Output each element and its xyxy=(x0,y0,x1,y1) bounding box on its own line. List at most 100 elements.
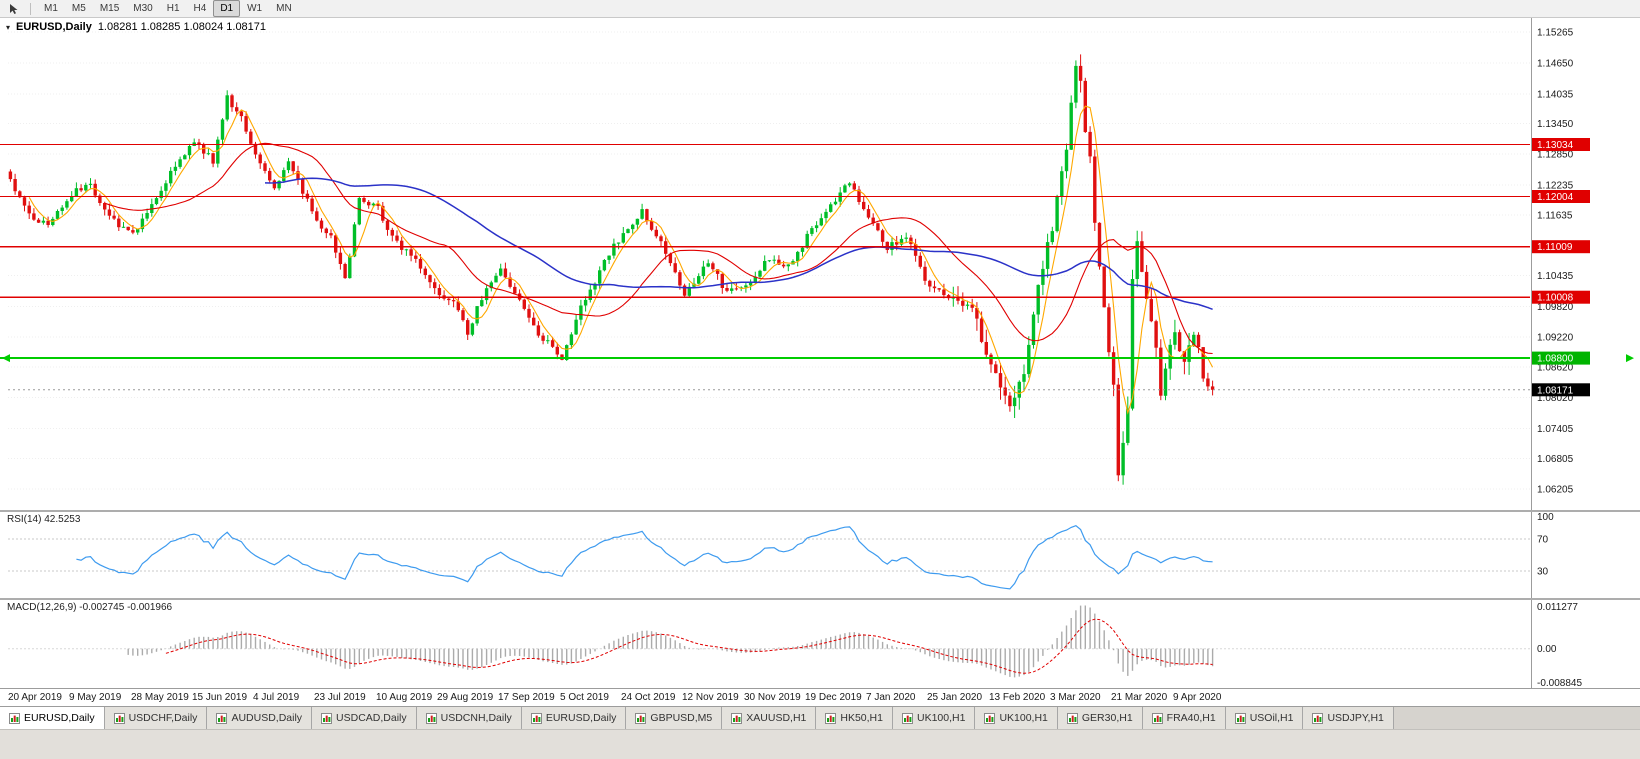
date-label-3: 15 Jun 2019 xyxy=(192,692,248,703)
chart-tab-9-uk100-h1[interactable]: UK100,H1 xyxy=(892,707,976,729)
one-click-trading-toggle-icon[interactable]: ▾ xyxy=(6,22,11,32)
green-line-left-arrow-icon xyxy=(2,354,10,363)
price-tag-red-1.11009: 1.11009 xyxy=(1532,240,1590,254)
rsi-axis-labels: 100 70 30 xyxy=(1537,512,1554,578)
date-label-4: 4 Jul 2019 xyxy=(253,692,300,703)
svg-text:1.07405: 1.07405 xyxy=(1537,424,1574,435)
svg-text:1.14035: 1.14035 xyxy=(1537,90,1574,101)
chart-tab-5-eurusd-daily[interactable]: EURUSD,Daily xyxy=(521,707,627,729)
chart-tab-8-hk50-h1[interactable]: HK50,H1 xyxy=(816,707,893,729)
cursor-tool-icon[interactable] xyxy=(4,1,24,16)
date-label-8: 17 Sep 2019 xyxy=(498,692,555,703)
candlesticks xyxy=(8,54,1215,485)
date-label-6: 10 Aug 2019 xyxy=(376,692,433,703)
date-label-2: 28 May 2019 xyxy=(131,692,189,703)
chart-tab-label: GER30,H1 xyxy=(1081,712,1133,724)
date-label-15: 25 Jan 2020 xyxy=(927,692,983,703)
svg-text:1.09220: 1.09220 xyxy=(1537,332,1574,343)
price-axis-labels[interactable]: 1.15265 1.14650 1.14035 1.13450 1.12850 1.122… xyxy=(1537,28,1574,496)
svg-text:1.15265: 1.15265 xyxy=(1537,28,1574,39)
svg-text:1.13450: 1.13450 xyxy=(1537,119,1574,130)
chart-tab-label: GBPUSD,M5 xyxy=(650,712,713,724)
price-chart-canvas[interactable]: 1.15265 1.14650 1.14035 1.13450 1.12850 1.122… xyxy=(0,18,1640,510)
macd-canvas[interactable]: 0.011277 0.00 -0.008845 xyxy=(0,600,1640,688)
chart-tab-label: EURUSD,Daily xyxy=(545,712,617,724)
timeframe-button-m5[interactable]: M5 xyxy=(71,3,86,14)
date-label-12: 30 Nov 2019 xyxy=(744,692,801,703)
green-line-right-arrow-icon xyxy=(1626,354,1634,363)
chart-tab-label: AUDUSD,Daily xyxy=(231,712,303,724)
rsi-canvas[interactable]: 100 70 30 xyxy=(0,512,1640,598)
date-label-17: 3 Mar 2020 xyxy=(1050,692,1101,703)
chart-tab-1-usdchf-daily[interactable]: USDCHF,Daily xyxy=(104,707,208,729)
chart-tab-icon xyxy=(1234,712,1246,724)
chart-tab-0-eurusd-daily[interactable]: EURUSD,Daily xyxy=(0,707,105,729)
timeframe-button-m1[interactable]: M1 xyxy=(44,3,58,14)
timeframe-button-w1[interactable]: W1 xyxy=(247,3,263,14)
timeframe-buttons-group: M1 M5 M15 M30 H1 H4 D1 W1 MN xyxy=(37,0,299,17)
price-tag-red-1.13034: 1.13034 xyxy=(1532,138,1590,151)
chart-tab-label: USDCNH,Daily xyxy=(440,712,512,724)
macd-indicator-panel: 0.011277 0.00 -0.008845 MACD(12,26,9) -0.0… xyxy=(0,600,1640,688)
chart-tab-icon xyxy=(321,712,333,724)
chart-tab-icon xyxy=(1066,712,1078,724)
chart-tab-label: UK100,H1 xyxy=(916,712,966,724)
macd-histogram xyxy=(127,605,1214,678)
timeframe-button-h4[interactable]: H4 xyxy=(193,3,207,14)
chart-tab-icon xyxy=(9,712,20,724)
svg-text:1.12235: 1.12235 xyxy=(1537,180,1574,191)
svg-text:1.09820: 1.09820 xyxy=(1537,302,1574,313)
ma-slow-line xyxy=(264,177,1213,311)
panel-splitter-rsi[interactable] xyxy=(0,510,1640,512)
timeframe-button-d1[interactable]: D1 xyxy=(213,0,241,17)
chart-tab-6-gbpusd-m5[interactable]: GBPUSD,M5 xyxy=(626,707,723,729)
svg-text:1.13034: 1.13034 xyxy=(1537,140,1574,151)
rsi-line xyxy=(76,525,1213,590)
panel-splitter-macd[interactable] xyxy=(0,598,1640,600)
svg-text:0.00: 0.00 xyxy=(1537,644,1557,655)
timeframe-button-m15[interactable]: M15 xyxy=(99,3,120,14)
chart-tab-11-ger30-h1[interactable]: GER30,H1 xyxy=(1057,707,1143,729)
chart-tab-icon xyxy=(425,712,437,724)
chart-tab-label: USDCAD,Daily xyxy=(336,712,407,724)
price-tag-green-line: 1.08800 xyxy=(1532,351,1590,365)
cursor-arrow-icon xyxy=(10,3,18,14)
chart-tab-icon xyxy=(635,712,647,724)
chart-tab-7-xauusd-h1[interactable]: XAUUSD,H1 xyxy=(722,707,817,729)
chart-tab-4-usdcnh-daily[interactable]: USDCNH,Daily xyxy=(416,707,522,729)
svg-text:70: 70 xyxy=(1537,535,1549,546)
timeframe-button-h1[interactable]: H1 xyxy=(166,3,180,14)
svg-text:100: 100 xyxy=(1537,512,1554,523)
svg-text:0.011277: 0.011277 xyxy=(1537,602,1578,613)
macd-signal-line xyxy=(165,618,1213,674)
chart-tab-icon xyxy=(216,712,228,724)
date-label-13: 19 Dec 2019 xyxy=(805,692,862,703)
date-axis[interactable]: 20 Apr 2019 9 May 2019 28 May 2019 15 Jun 2… xyxy=(0,688,1640,706)
chart-tab-14-usdjpy-h1[interactable]: USDJPY,H1 xyxy=(1303,707,1394,729)
chart-tab-icon xyxy=(825,712,837,724)
svg-text:1.06205: 1.06205 xyxy=(1537,485,1574,496)
chart-tab-12-fra40-h1[interactable]: FRA40,H1 xyxy=(1142,707,1226,729)
status-bar xyxy=(0,729,1640,759)
rsi-level-lines xyxy=(8,538,1530,572)
chart-tab-3-usdcad-daily[interactable]: USDCAD,Daily xyxy=(312,707,417,729)
toolbar-separator xyxy=(30,2,31,15)
price-tag-current-bid: 1.08171 xyxy=(1532,383,1590,397)
timeframe-button-m30[interactable]: M30 xyxy=(133,3,153,14)
timeframe-toolbar: M1 M5 M15 M30 H1 H4 D1 W1 MN xyxy=(0,0,1640,18)
svg-text:1.10008: 1.10008 xyxy=(1537,293,1574,304)
rsi-indicator-panel: 100 70 30 RSI(14) 42.5253 xyxy=(0,512,1640,598)
chart-tab-icon xyxy=(1312,712,1324,724)
svg-text:1.08800: 1.08800 xyxy=(1537,354,1574,365)
chart-tab-bar: EURUSD,Daily USDCHF,Daily AUDUSD,Daily USDC… xyxy=(0,706,1640,729)
date-label-19: 9 Apr 2020 xyxy=(1173,692,1222,703)
chart-tab-13-usoil-h1[interactable]: USOil,H1 xyxy=(1225,707,1304,729)
timeframe-button-mn[interactable]: MN xyxy=(276,3,292,14)
svg-text:1.11009: 1.11009 xyxy=(1537,242,1573,253)
chart-tab-2-audusd-daily[interactable]: AUDUSD,Daily xyxy=(207,707,313,729)
svg-text:1.14650: 1.14650 xyxy=(1537,59,1574,70)
chart-tab-10-uk100-h1[interactable]: UK100,H1 xyxy=(975,707,1058,729)
chart-tab-label: UK100,H1 xyxy=(999,712,1048,724)
date-label-14: 7 Jan 2020 xyxy=(866,692,916,703)
